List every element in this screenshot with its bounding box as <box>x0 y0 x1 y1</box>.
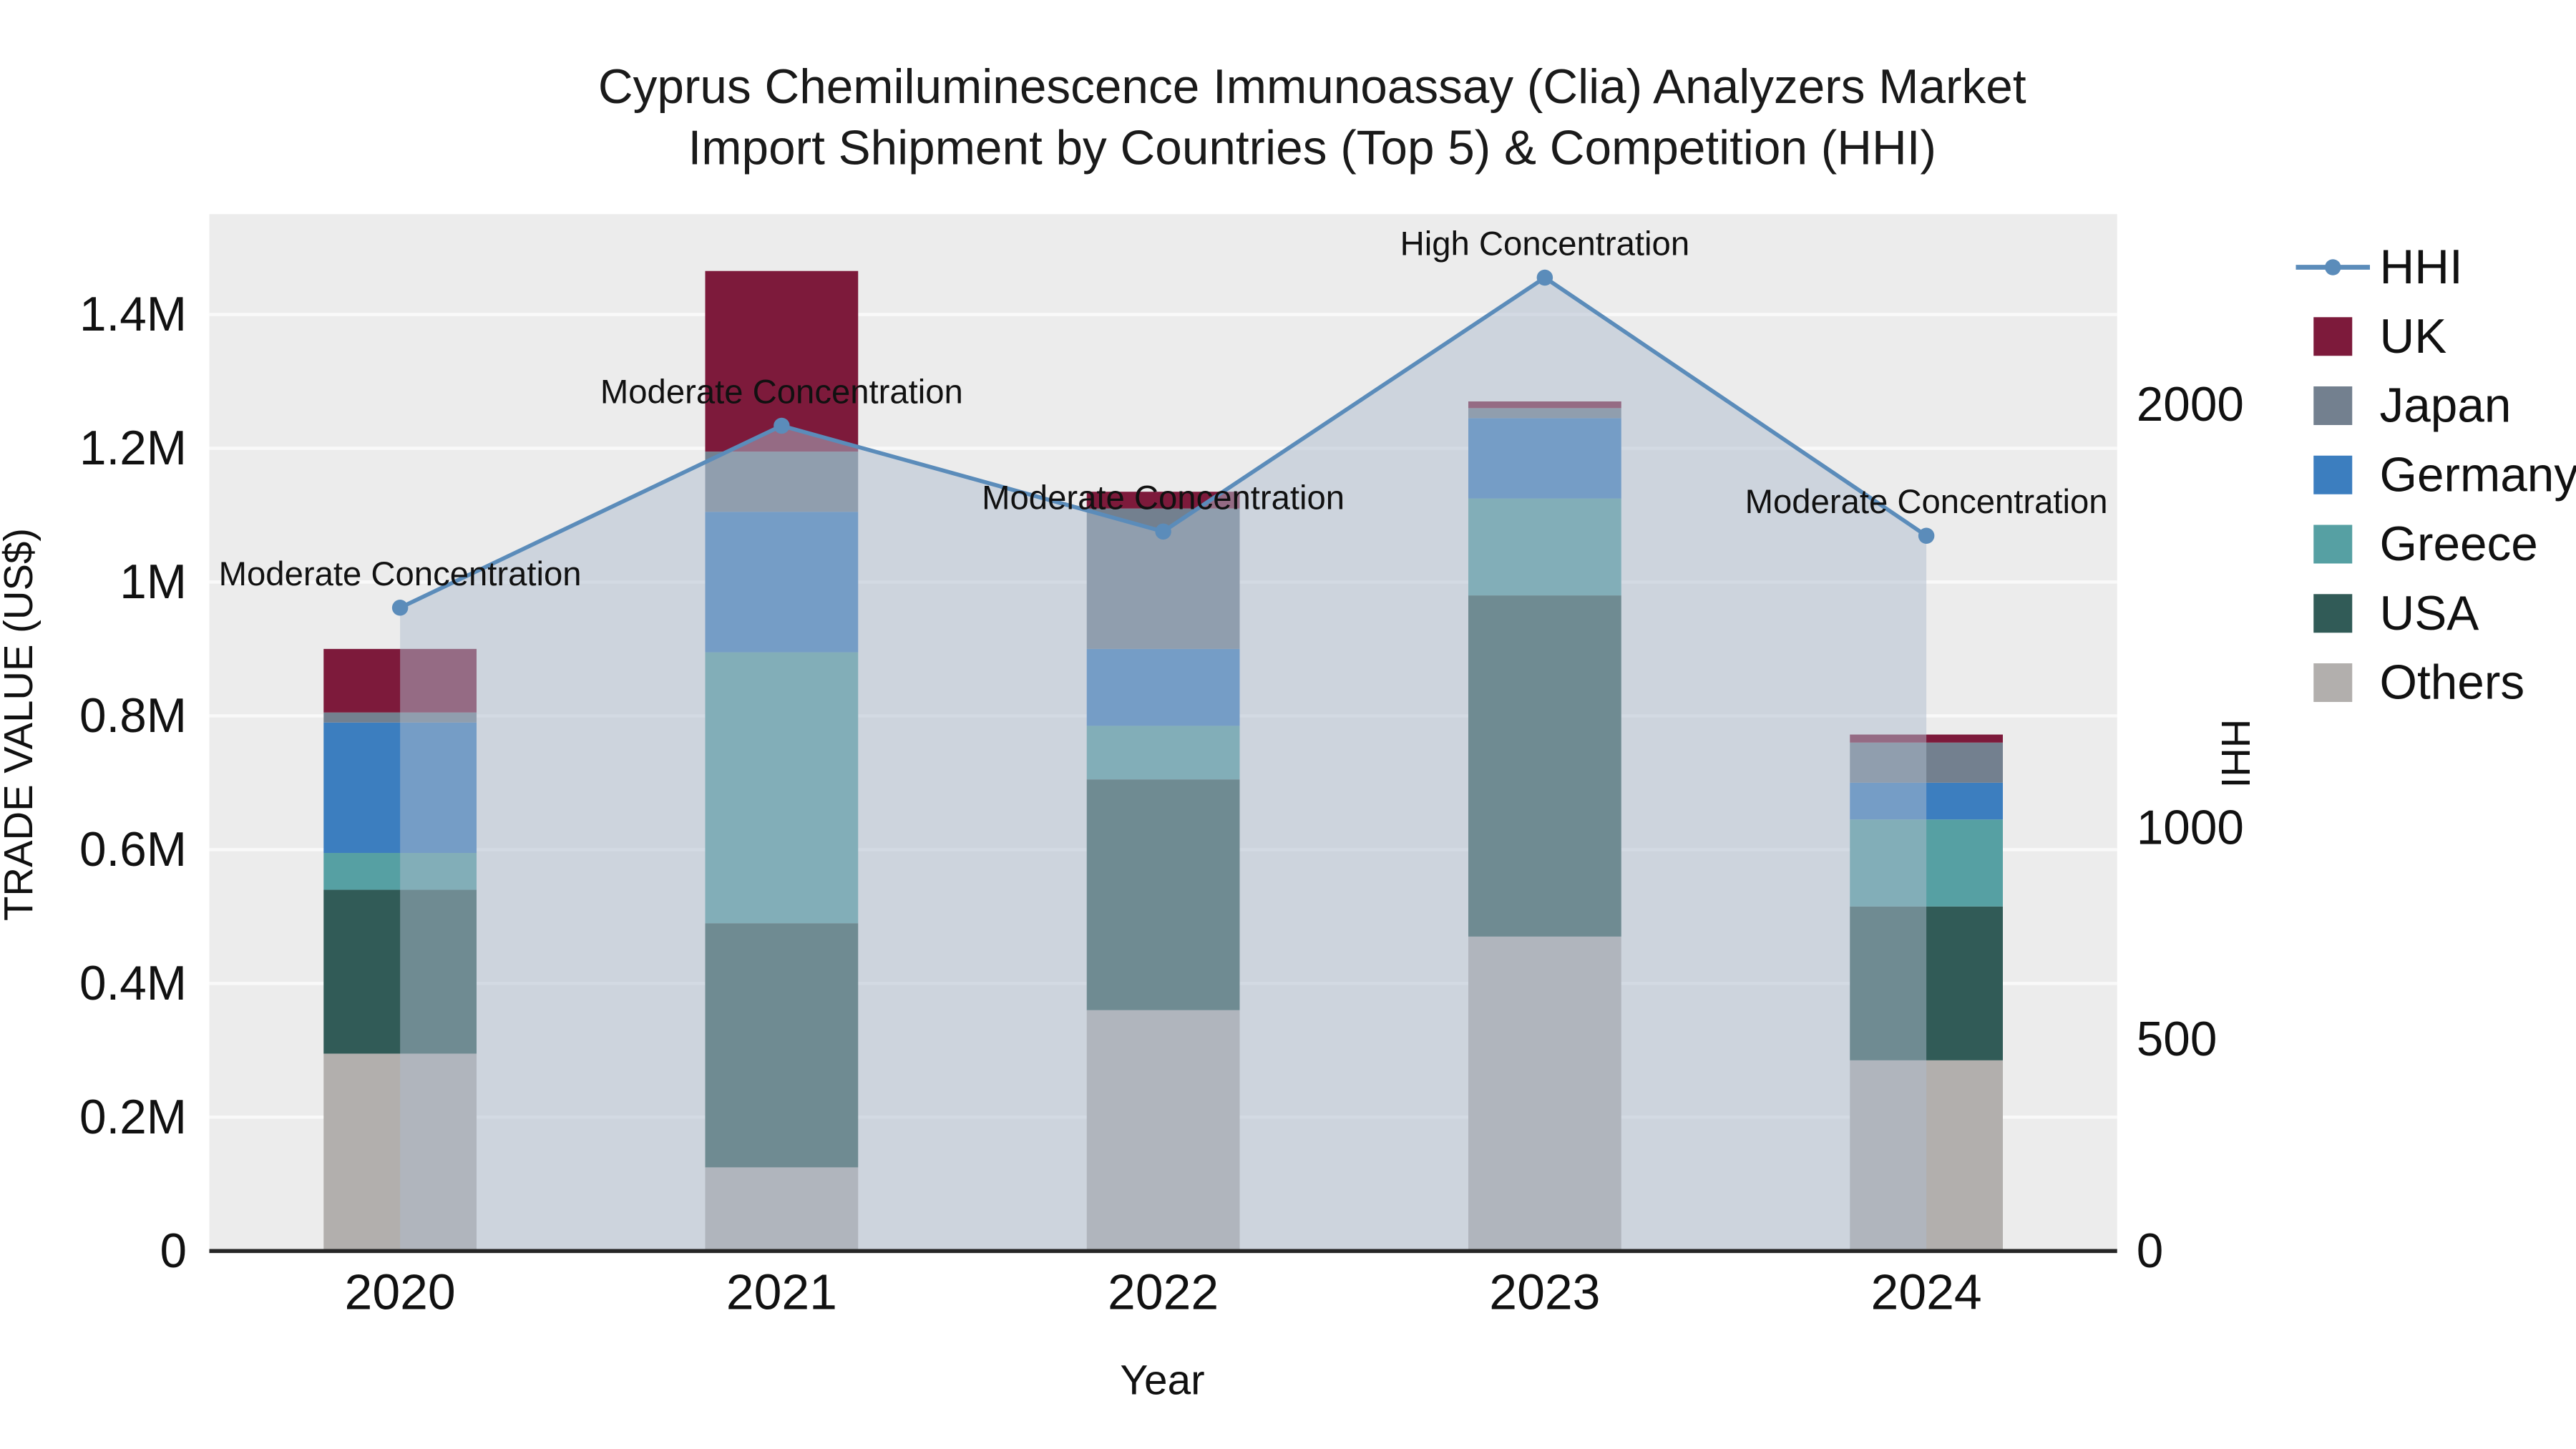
legend-item-germany[interactable]: Germany <box>2313 448 2576 502</box>
y-left-tick-label: 1.4M <box>79 288 187 341</box>
legend-swatch-icon <box>2313 525 2353 564</box>
y-left-tick-label: 0.4M <box>79 957 187 1010</box>
legend-label: Japan <box>2380 379 2512 433</box>
hhi-marker-2023[interactable] <box>1536 269 1553 286</box>
legend-label: UK <box>2380 310 2447 364</box>
annotations-group: Moderate Concentration Moderate Concentra… <box>219 225 2108 592</box>
legend-label: USA <box>2380 587 2479 640</box>
y-right-tick-label: 2000 <box>2137 378 2244 431</box>
legend-label: HHI <box>2380 240 2463 294</box>
legend-label: Greece <box>2380 517 2538 571</box>
y-left-tick-label: 1M <box>119 555 187 609</box>
x-axis-title: Year <box>1120 1357 1204 1404</box>
legend-item-uk[interactable]: UK <box>2313 310 2446 364</box>
legend-group: HHI UK Japan Germany Greece USA Others <box>2296 240 2576 710</box>
legend-item-usa[interactable]: USA <box>2313 587 2479 640</box>
y-axis-left-title: TRADE VALUE (US$) <box>0 528 41 921</box>
x-tick-2023: 2023 <box>1489 1264 1600 1319</box>
hhi-marker-2021[interactable] <box>774 417 790 434</box>
legend-swatch-icon <box>2313 594 2353 633</box>
legend-swatch-icon <box>2313 663 2353 702</box>
hhi-marker-2022[interactable] <box>1155 523 1171 540</box>
x-tick-2024: 2024 <box>1871 1264 1982 1319</box>
legend-item-hhi[interactable]: HHI <box>2296 240 2463 294</box>
hhi-area-group <box>400 277 1927 1252</box>
legend-swatch-icon <box>2313 317 2353 356</box>
x-tick-2022: 2022 <box>1108 1264 1219 1319</box>
y-left-tick-label: 0.6M <box>79 823 187 877</box>
legend-label: Others <box>2380 656 2525 710</box>
legend-item-japan[interactable]: Japan <box>2313 379 2511 433</box>
x-tick-2020: 2020 <box>345 1264 456 1319</box>
y-left-tick-label: 0 <box>160 1224 187 1278</box>
y-left-tick-label: 0.2M <box>79 1091 187 1144</box>
chart-title-line1: Cyprus Chemiluminescence Immunoassay (Cl… <box>598 60 2026 114</box>
hhi-area <box>400 277 1927 1252</box>
annotation-2020: Moderate Concentration <box>219 555 582 593</box>
y-axis-right-ticks: 0 500 1000 2000 <box>2137 378 2244 1278</box>
legend-marker-icon <box>2325 259 2341 275</box>
annotation-2022: Moderate Concentration <box>982 479 1345 517</box>
y-axis-right-title: HHI <box>2213 719 2258 789</box>
annotation-2024: Moderate Concentration <box>1745 483 2108 521</box>
y-axis-left-ticks: 0 0.2M 0.4M 0.6M 0.8M 1M 1.2M 1.4M <box>79 288 187 1278</box>
hhi-line-group <box>391 269 1935 616</box>
x-tick-2021: 2021 <box>726 1264 837 1319</box>
legend-item-greece[interactable]: Greece <box>2313 517 2538 571</box>
chart-title-line2: Import Shipment by Countries (Top 5) & C… <box>688 122 1936 175</box>
x-axis-ticks: 2020 2021 2022 2023 2024 <box>345 1264 1982 1319</box>
legend-swatch-icon <box>2313 455 2353 494</box>
legend-swatch-icon <box>2313 386 2353 425</box>
y-left-tick-label: 0.8M <box>79 689 187 743</box>
y-right-tick-label: 500 <box>2137 1013 2218 1066</box>
hhi-marker-2020[interactable] <box>391 600 409 616</box>
legend-label: Germany <box>2380 448 2576 502</box>
annotation-2023: High Concentration <box>1400 225 1689 263</box>
hhi-marker-2024[interactable] <box>1918 527 1935 544</box>
y-right-tick-label: 1000 <box>2137 801 2244 854</box>
annotation-2021: Moderate Concentration <box>600 373 963 411</box>
y-right-tick-label: 0 <box>2137 1224 2164 1278</box>
legend-item-others[interactable]: Others <box>2313 656 2524 710</box>
y-left-tick-label: 1.2M <box>79 421 187 475</box>
